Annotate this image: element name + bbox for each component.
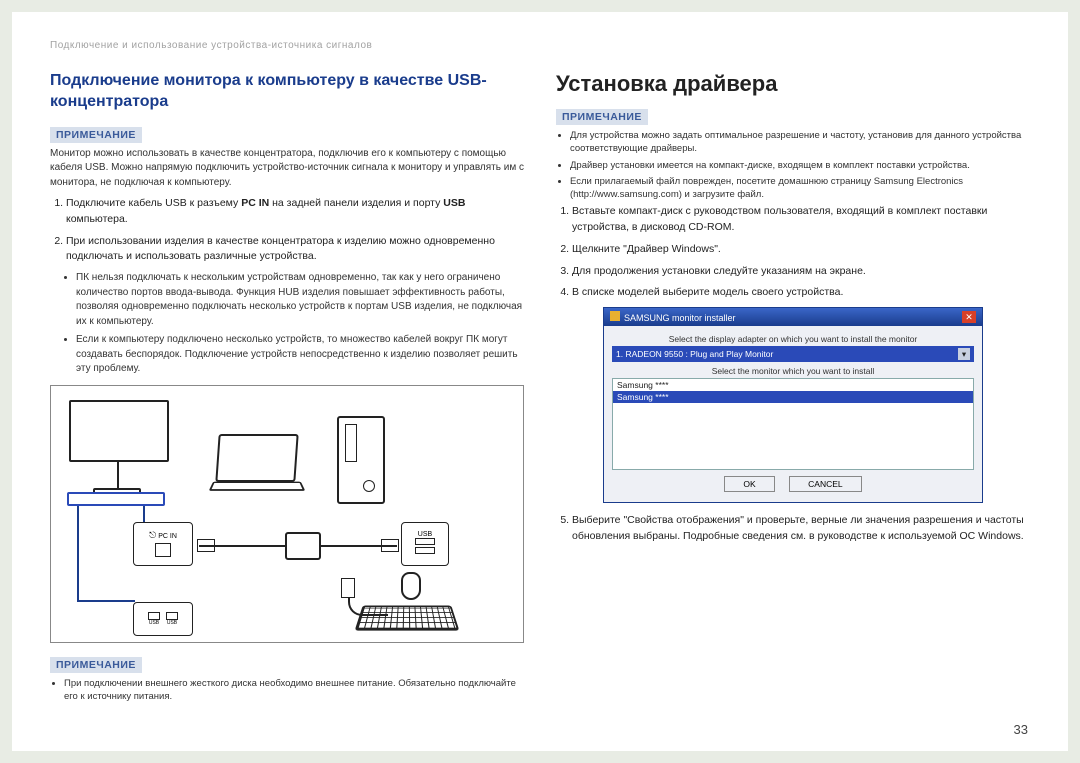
dialog-body: Select the display adapter on which you … (604, 326, 982, 502)
section-heading-driver: Установка драйвера (556, 71, 1030, 97)
usb-trident-icon: ⎋ (149, 530, 156, 540)
usb-label: USB (418, 531, 432, 538)
right-step-4: В списке моделей выберите модель своего … (572, 285, 1030, 301)
step1-bold-pcin: PC IN (241, 197, 269, 209)
right-note-bullets: Для устройства можно задать оптимальное … (556, 129, 1030, 201)
note2-bullets: При подключении внешнего жесткого диска … (50, 677, 524, 704)
right-note-b2: Драйвер установки имеется на компакт-дис… (570, 159, 1030, 172)
right-step-2: Щелкните "Драйвер Windows". (572, 242, 1030, 258)
wire-icon (77, 600, 135, 602)
ok-button[interactable]: OK (724, 476, 774, 492)
right-steps: Вставьте компакт-диск с руководством пол… (556, 204, 1030, 301)
chevron-down-icon[interactable]: ▾ (958, 348, 970, 360)
usb-port: USB (401, 522, 449, 566)
list-item[interactable]: Samsung **** (613, 379, 973, 391)
monitor-listbox[interactable]: Samsung **** Samsung **** (612, 378, 974, 470)
left-column: Подключение монитора к компьютеру в каче… (50, 71, 524, 733)
connection-diagram: ⎋ PC IN USB (50, 385, 524, 643)
bullet-1: ПК нельзя подключать к нескольким устрой… (76, 271, 524, 329)
page-number: 33 (1014, 722, 1028, 737)
note-label: ПРИМЕЧАНИЕ (50, 657, 142, 673)
right-note-b3: Если прилагаемый файл поврежден, посетит… (570, 175, 1030, 202)
chapter-header: Подключение и использование устройства-и… (50, 40, 1030, 51)
usb-small-label: USB (148, 620, 160, 626)
right-steps-cont: Выберите "Свойства отображения" и провер… (556, 513, 1030, 545)
step-1: Подключите кабель USB к разъему PC IN на… (66, 196, 524, 228)
wire-icon (77, 506, 79, 602)
step-2: При использовании изделия в качестве кон… (66, 234, 524, 266)
usb-hub-icon (67, 492, 165, 506)
desktop-tower-icon (337, 416, 385, 504)
monitor-label: Select the monitor which you want to ins… (612, 366, 974, 376)
note2-bullet: При подключении внешнего жесткого диска … (64, 677, 524, 704)
note-label: ПРИМЕЧАНИЕ (556, 109, 648, 125)
right-note-b1: Для устройства можно задать оптимальное … (570, 129, 1030, 156)
pcin-label: PC IN (158, 533, 177, 540)
step1-pre: Подключите кабель USB к разъему (66, 197, 241, 209)
content-columns: Подключение монитора к компьютеру в каче… (50, 71, 1030, 733)
adapter-dropdown[interactable]: 1. RADEON 9550 : Plug and Play Monitor ▾ (612, 346, 974, 362)
note-label: ПРИМЕЧАНИЕ (50, 127, 142, 143)
dialog-title: SAMSUNG monitor installer (624, 313, 736, 323)
adapter-label: Select the display adapter on which you … (612, 334, 974, 344)
step1-mid: на задней панели изделия и порту (269, 197, 443, 209)
close-button[interactable]: ✕ (962, 311, 976, 323)
app-icon (610, 311, 620, 321)
pcin-port: ⎋ PC IN (133, 522, 193, 566)
section-heading-usb-hub: Подключение монитора к компьютеру в каче… (50, 71, 524, 113)
right-step-5: Выберите "Свойства отображения" и провер… (572, 513, 1030, 545)
right-step-1: Вставьте компакт-диск с руководством пол… (572, 204, 1030, 236)
usb-cable-icon (199, 536, 397, 556)
usb-small-label: USB (166, 620, 178, 626)
list-item-selected[interactable]: Samsung **** (613, 391, 973, 403)
right-column: Установка драйвера ПРИМЕЧАНИЕ Для устрой… (556, 71, 1030, 733)
wire-icon (143, 506, 145, 524)
dropdown-value: 1. RADEON 9550 : Plug and Play Monitor (616, 349, 773, 359)
installer-dialog: SAMSUNG monitor installer ✕ Select the d… (603, 307, 983, 503)
dialog-buttons: OK CANCEL (612, 470, 974, 494)
cancel-button[interactable]: CANCEL (789, 476, 861, 492)
right-step-3: Для продолжения установки следуйте указа… (572, 264, 1030, 280)
bullet-2: Если к компьютеру подключено несколько у… (76, 333, 524, 377)
step1-bold-usb: USB (443, 197, 465, 209)
steps-list: Подключите кабель USB к разъему PC IN на… (50, 196, 524, 265)
page: Подключение и использование устройства-и… (12, 12, 1068, 751)
step1-post: компьютера. (66, 213, 128, 225)
laptop-icon (211, 434, 311, 492)
dialog-titlebar: SAMSUNG monitor installer ✕ (604, 308, 982, 326)
monitor-icon (69, 400, 179, 494)
usb-ports-bottom: USB USB (133, 602, 193, 636)
sub-bullets: ПК нельзя подключать к нескольким устрой… (50, 271, 524, 377)
intro-text: Монитор можно использовать в качестве ко… (50, 147, 524, 191)
